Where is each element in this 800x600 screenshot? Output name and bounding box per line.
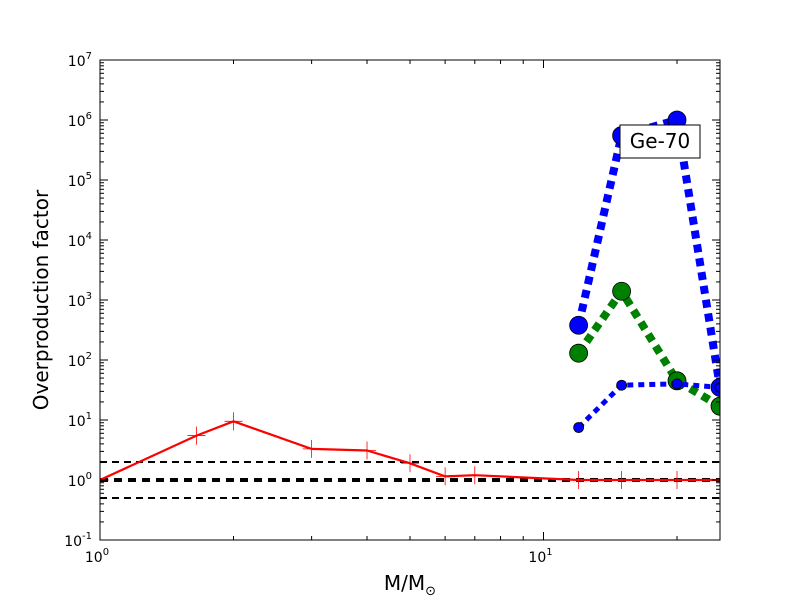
- x-tick-label-0: 100: [85, 547, 109, 566]
- y-tick-label-exponent-0: -1: [82, 531, 92, 542]
- reference-lines: [100, 460, 720, 500]
- y-tick-label-0: 10-1: [64, 531, 92, 550]
- series-2-point-0: [569, 343, 589, 363]
- y-tick-label-exponent-3: 2: [86, 351, 92, 362]
- y-tick-label-7: 106: [68, 111, 92, 130]
- x-tick-label-exponent-1: 1: [546, 547, 552, 558]
- series-2: [569, 281, 720, 416]
- y-tick-label-exponent-5: 4: [86, 231, 92, 242]
- y-tick-label-5: 104: [68, 231, 92, 250]
- series-layer: [100, 110, 720, 489]
- y-tick-label-exponent-8: 7: [86, 51, 92, 62]
- y-tick-label-6: 105: [68, 171, 92, 190]
- y-tick-label-1: 100: [68, 471, 92, 490]
- y-axis-label: Overproduction factor: [29, 189, 53, 410]
- series-3-point-3: [714, 381, 720, 393]
- annotation-box: Ge-70: [619, 124, 701, 159]
- series-3-point-2: [671, 378, 683, 390]
- series-0-line: [100, 420, 720, 482]
- annotation-frame: [619, 124, 701, 159]
- series-3-line: [576, 381, 720, 430]
- x-tick-label-exponent-0: 0: [103, 547, 109, 558]
- x-axis-label-subscript: ⊙: [425, 584, 436, 599]
- series-1-point-0: [569, 315, 589, 335]
- series-0: [100, 412, 720, 489]
- y-tick-label-3: 102: [68, 351, 92, 370]
- series-3-point-1: [616, 379, 628, 391]
- x-tick-label-1: 101: [528, 547, 552, 566]
- y-tick-label-exponent-4: 3: [86, 291, 92, 302]
- series-1-line: [574, 114, 720, 389]
- y-tick-label-exponent-6: 5: [86, 171, 92, 182]
- series-3: [573, 378, 720, 433]
- series-3-point-0: [573, 422, 585, 433]
- x-axis-label-main: M/M: [384, 571, 425, 595]
- y-tick-label-8: 107: [68, 51, 92, 70]
- y-tick-label-4: 103: [68, 291, 92, 310]
- annotation-label: Ge-70: [630, 129, 690, 153]
- y-tick-label-exponent-2: 1: [86, 411, 92, 422]
- series-2-point-1: [612, 281, 632, 301]
- y-tick-label-exponent-1: 0: [86, 471, 92, 482]
- x-axis-label: M/M⊙: [384, 571, 436, 599]
- y-tick-label-exponent-7: 6: [86, 111, 92, 122]
- series-2-line: [575, 283, 720, 410]
- y-tick-label-2: 101: [68, 411, 92, 430]
